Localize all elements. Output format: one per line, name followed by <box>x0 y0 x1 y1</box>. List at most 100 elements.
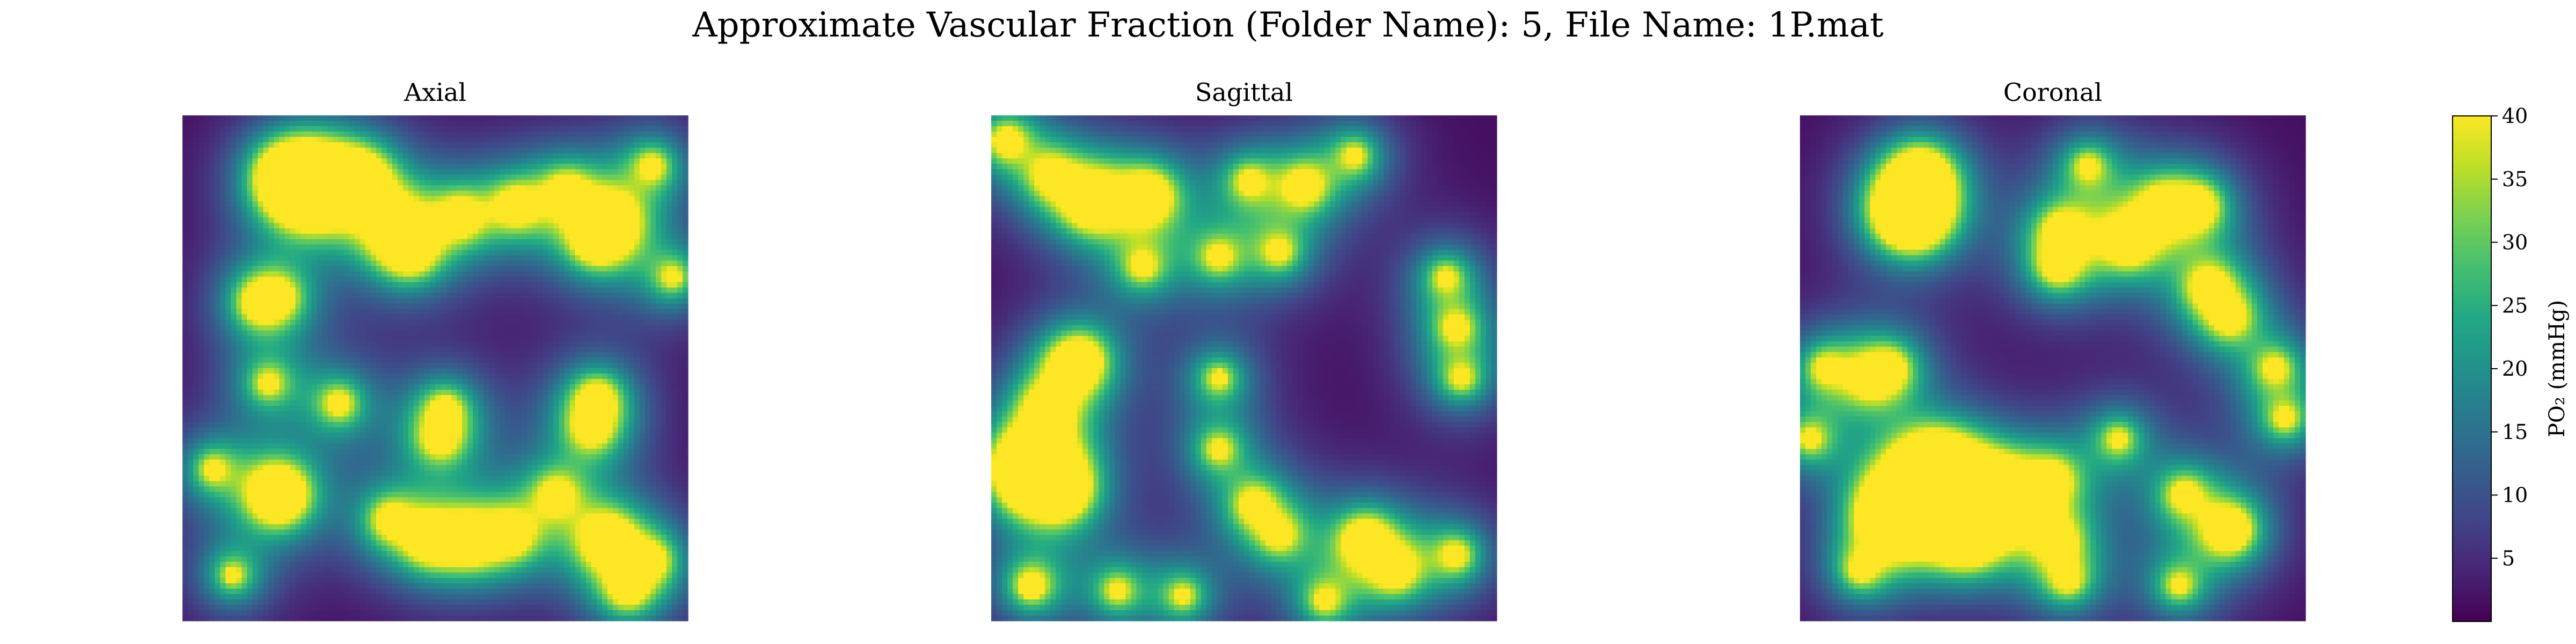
heatmap-cell <box>597 239 603 245</box>
heatmap-cell <box>349 158 355 164</box>
heatmap-cell <box>263 341 269 347</box>
heatmap-cell <box>602 293 608 299</box>
heatmap-cell <box>425 390 430 396</box>
heatmap-cell <box>462 207 468 213</box>
heatmap-cell <box>312 368 318 374</box>
heatmap-cell <box>382 223 387 229</box>
heatmap-cell <box>408 126 414 132</box>
heatmap-cell <box>602 384 608 390</box>
heatmap-cell <box>430 142 436 148</box>
heatmap-cell <box>371 142 377 148</box>
heatmap-cell <box>516 255 522 261</box>
heatmap-cell <box>430 121 436 127</box>
heatmap-cell <box>236 228 242 234</box>
heatmap-cell <box>199 363 204 369</box>
heatmap-cell <box>548 374 554 379</box>
heatmap-cell <box>591 314 597 320</box>
heatmap-cell <box>484 250 489 256</box>
heatmap-cell <box>215 255 221 261</box>
heatmap-cell <box>484 121 489 127</box>
heatmap-cell <box>430 288 436 294</box>
heatmap-cell <box>586 158 592 164</box>
heatmap-cell <box>581 115 587 121</box>
heatmap-cell <box>591 293 597 299</box>
heatmap-cell <box>559 180 565 186</box>
heatmap-cell <box>263 191 269 196</box>
heatmap-cell <box>640 272 646 277</box>
heatmap-cell <box>543 255 548 261</box>
heatmap-cell <box>365 288 371 294</box>
heatmap-cell <box>220 309 226 315</box>
heatmap-cell <box>274 250 280 256</box>
heatmap-cell <box>392 374 398 379</box>
heatmap-cell <box>328 142 334 148</box>
heatmap-cell <box>333 352 339 358</box>
heatmap-cell <box>435 266 441 272</box>
heatmap-cell <box>510 228 516 234</box>
heatmap-cell <box>457 363 463 369</box>
heatmap-cell <box>408 357 414 363</box>
heatmap-cell <box>672 255 678 261</box>
heatmap-cell <box>225 293 231 299</box>
heatmap-cell <box>462 293 468 299</box>
heatmap-cell <box>344 228 350 234</box>
heatmap-cell <box>629 282 635 288</box>
heatmap-cell <box>290 314 296 320</box>
heatmap-cell <box>532 384 538 390</box>
heatmap-cell <box>640 336 646 342</box>
heatmap-cell <box>553 255 559 261</box>
heatmap-cell <box>193 212 199 218</box>
heatmap-cell <box>430 325 436 331</box>
heatmap-cell <box>537 137 543 143</box>
heatmap-cell <box>661 196 667 202</box>
heatmap-cell <box>435 174 441 180</box>
heatmap-cell <box>565 363 570 369</box>
heatmap-cell <box>349 212 355 218</box>
heatmap-cell <box>188 250 194 256</box>
heatmap-cell <box>532 180 538 186</box>
heatmap-cell <box>484 201 489 207</box>
heatmap-cell <box>618 282 624 288</box>
heatmap-cell <box>371 331 377 336</box>
heatmap-cell <box>284 357 290 363</box>
heatmap-cell <box>435 250 441 256</box>
heatmap-cell <box>645 368 651 374</box>
heatmap-cell <box>252 293 258 299</box>
heatmap-cell <box>457 347 463 353</box>
heatmap-cell <box>581 233 587 239</box>
heatmap-cell <box>526 126 532 132</box>
heatmap-cell <box>268 164 274 170</box>
heatmap-cell <box>451 180 457 186</box>
heatmap-cell <box>284 126 290 132</box>
heatmap-cell <box>548 142 554 148</box>
heatmap-cell <box>532 272 538 277</box>
heatmap-cell <box>355 158 361 164</box>
heatmap-cell <box>323 390 328 396</box>
heatmap-cell <box>489 250 495 256</box>
heatmap-cell <box>323 309 328 315</box>
heatmap-cell <box>500 169 506 175</box>
heatmap-cell <box>274 272 280 277</box>
heatmap-cell <box>252 239 258 245</box>
heatmap-cell <box>575 239 581 245</box>
heatmap-cell <box>188 309 194 315</box>
heatmap-cell <box>279 196 285 202</box>
heatmap-cell <box>392 347 398 353</box>
heatmap-cell <box>570 288 576 294</box>
heatmap-cell <box>349 153 355 159</box>
heatmap-cell <box>355 379 361 385</box>
heatmap-cell <box>543 207 548 213</box>
heatmap-cell <box>188 207 194 213</box>
heatmap-cell <box>602 320 608 326</box>
heatmap-cell <box>323 261 328 267</box>
heatmap-cell <box>339 368 345 374</box>
heatmap-cell <box>543 282 548 288</box>
heatmap-cell <box>484 320 489 326</box>
heatmap-cell <box>349 148 355 153</box>
heatmap-cell <box>333 390 339 396</box>
heatmap-cell <box>667 233 672 239</box>
heatmap-cell <box>661 331 667 336</box>
heatmap-cell <box>559 384 565 390</box>
heatmap-cell <box>398 336 404 342</box>
heatmap-cell <box>430 341 436 347</box>
